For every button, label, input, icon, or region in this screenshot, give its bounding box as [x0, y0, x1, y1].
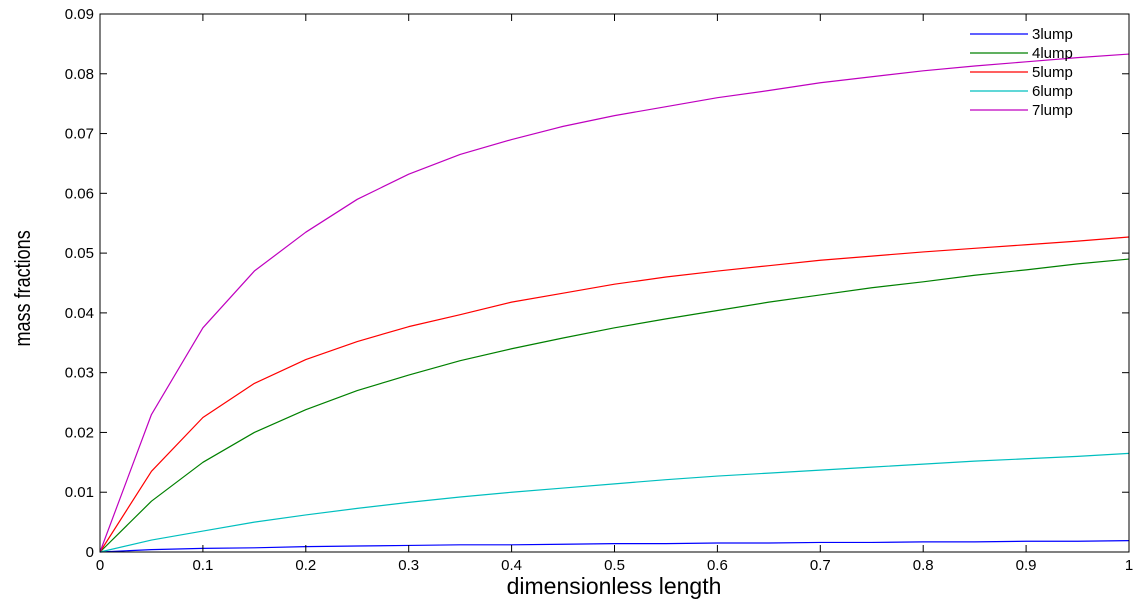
axes-layer: 0 0.1 0.2 0.3 0.4 0.5 0.6 0.7 0.8 0.9 1 0 0.01 0.02 0.…: [65, 6, 1133, 574]
legend-label-6lump: 6lump: [1032, 83, 1073, 100]
x-tick-label: 0.5: [604, 557, 625, 574]
y-tick-label: 0.08: [65, 66, 94, 83]
series-line-6lump: [99, 452, 1130, 553]
y-tick-label: 0.04: [65, 305, 94, 322]
series-line-7lump: [99, 53, 1130, 553]
y-tick-label: 0.01: [65, 484, 94, 501]
legend: 3lump 4lump 5lump 6lump 7lump: [970, 26, 1073, 119]
legend-label-4lump: 4lump: [1032, 45, 1073, 62]
x-tick-label: 0.7: [810, 557, 831, 574]
x-axis-title: dimensionless length: [507, 573, 722, 599]
x-tick-label: 0.4: [501, 557, 522, 574]
y-tick-label: 0.06: [65, 185, 94, 202]
y-tick-label: 0: [86, 544, 94, 561]
y-tick-label: 0.05: [65, 245, 94, 262]
y-axis-title: mass fractions: [11, 230, 35, 346]
series-line-5lump: [99, 236, 1130, 553]
x-tick-label: 0.6: [707, 557, 728, 574]
x-tick-label: 0: [96, 557, 104, 574]
x-tick-label: 0.3: [398, 557, 419, 574]
x-tick-label: 0.1: [192, 557, 213, 574]
series-line-3lump: [99, 540, 1130, 553]
series-layer: [99, 53, 1130, 553]
y-tick-label: 0.09: [65, 6, 94, 23]
y-tick-label: 0.07: [65, 126, 94, 143]
plot-area: [100, 14, 1129, 552]
x-tick-label: 0.8: [913, 557, 934, 574]
x-tick-label: 0.9: [1016, 557, 1037, 574]
legend-label-7lump: 7lump: [1032, 102, 1073, 119]
legend-label-5lump: 5lump: [1032, 64, 1073, 81]
y-tick-label: 0.03: [65, 365, 94, 382]
legend-label-3lump: 3lump: [1032, 26, 1073, 43]
x-tick-label: 1: [1125, 557, 1133, 574]
series-line-4lump: [99, 258, 1130, 553]
x-tick-label: 0.2: [295, 557, 316, 574]
y-tick-label: 0.02: [65, 424, 94, 441]
